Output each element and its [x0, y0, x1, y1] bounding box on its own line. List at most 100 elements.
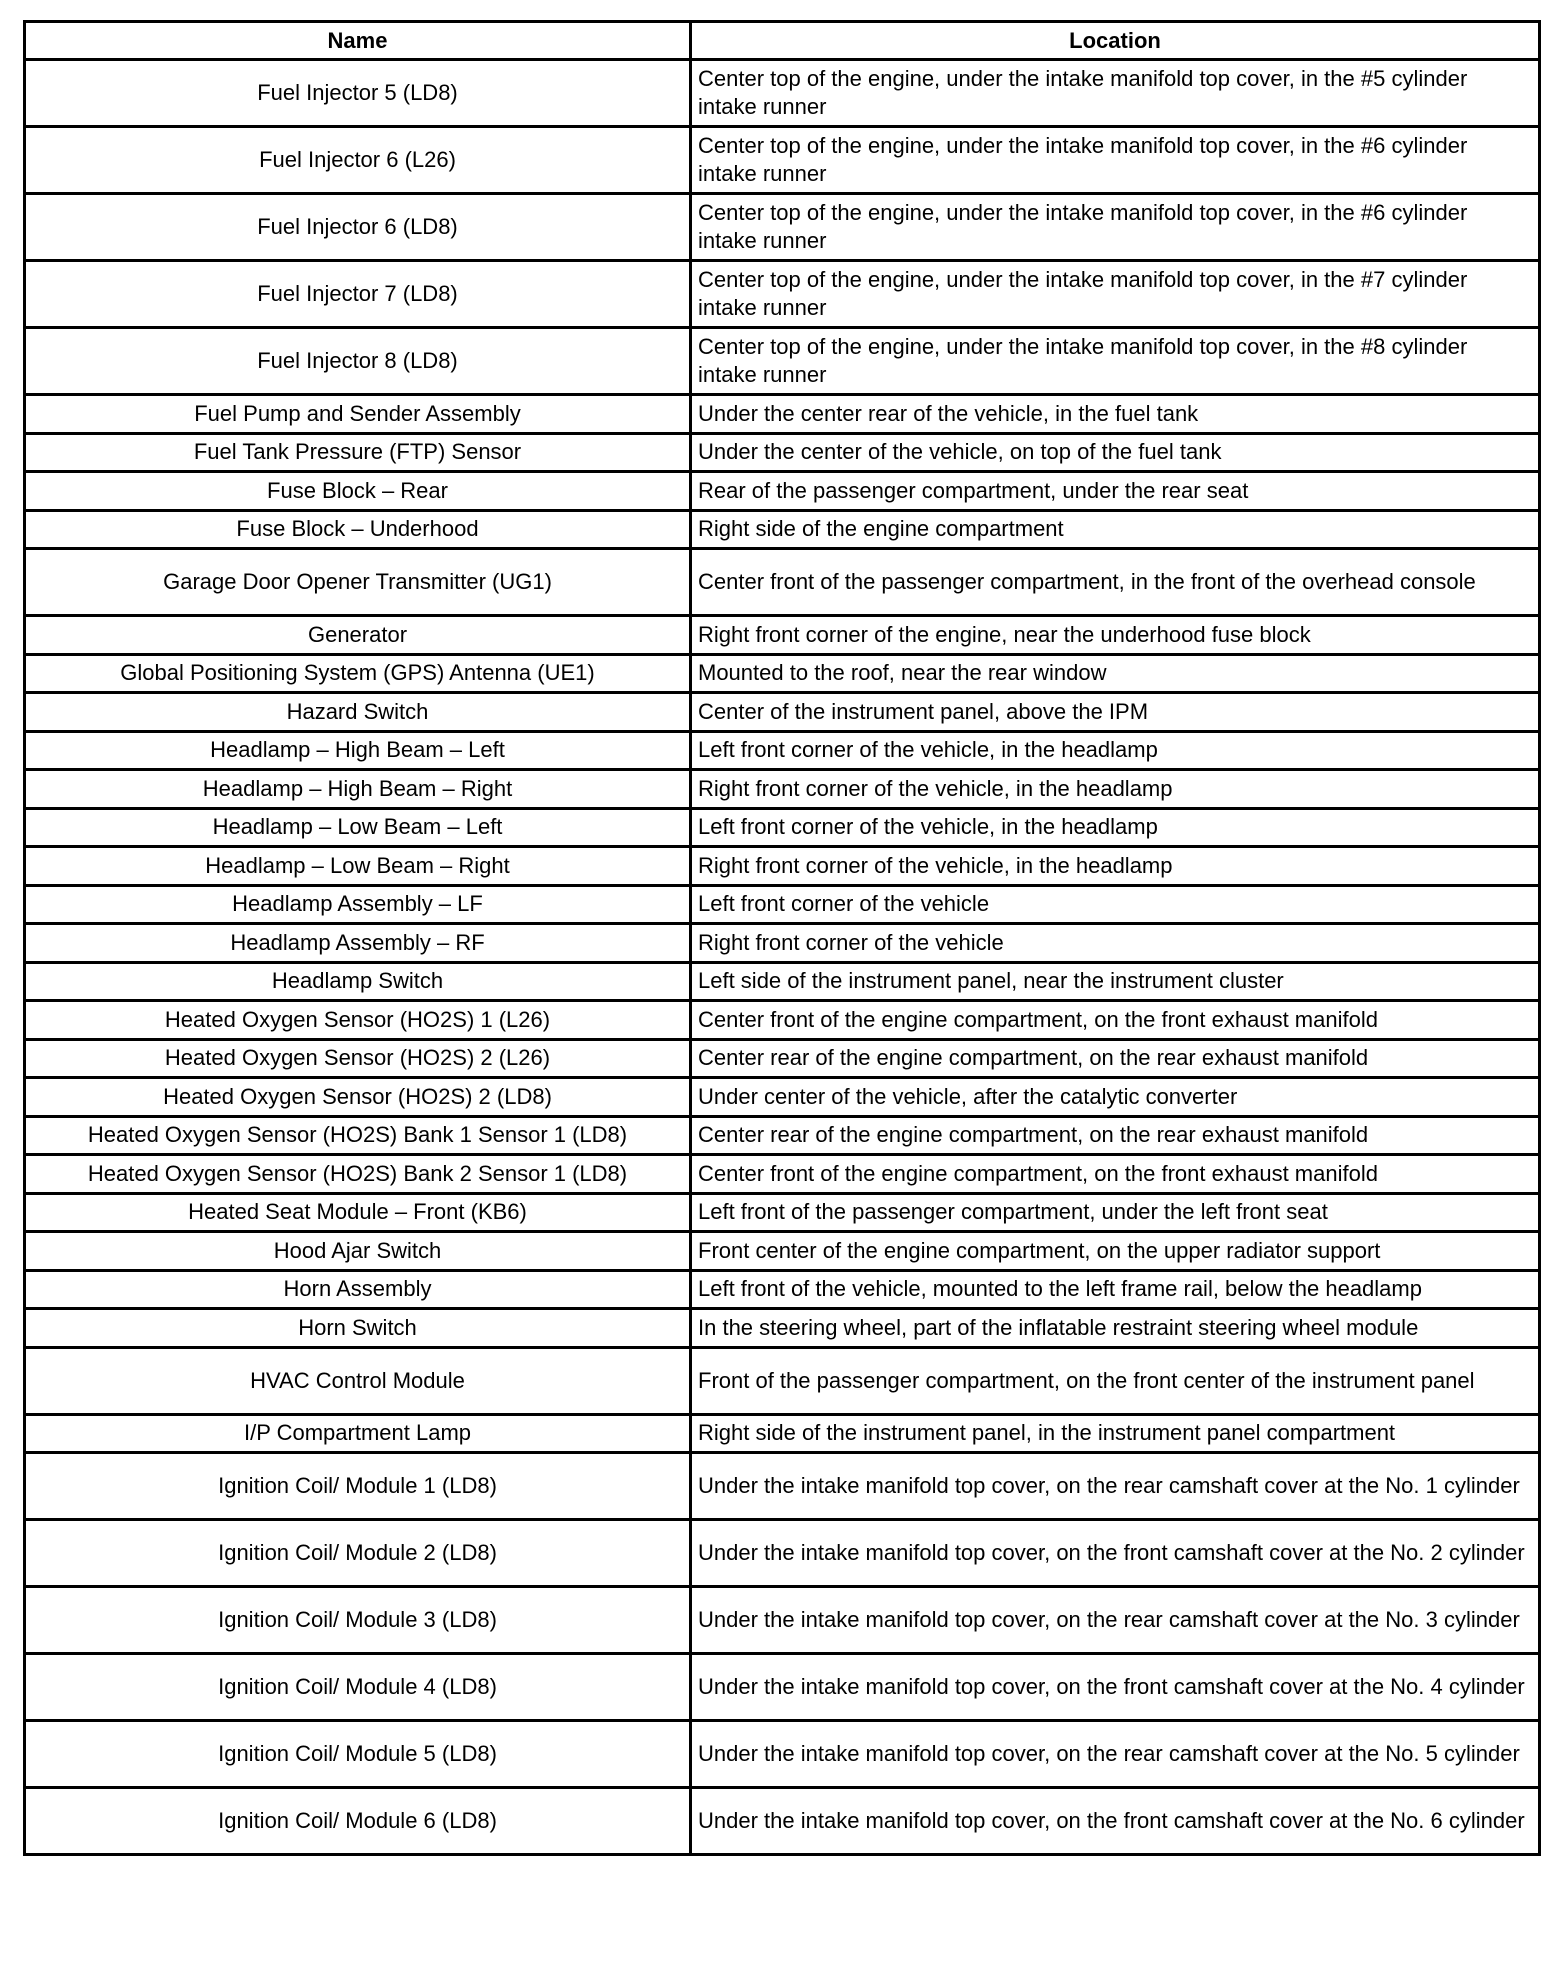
cell-name: Heated Oxygen Sensor (HO2S) Bank 2 Senso…: [23, 1153, 692, 1195]
table-row: Headlamp Assembly – RF Right front corner…: [23, 922, 1541, 964]
table-row: Ignition Coil/ Module 5 (LD8) Under the i…: [23, 1719, 1541, 1789]
cell-name: Headlamp – High Beam – Left: [23, 729, 692, 771]
cell-location: Center top of the engine, under the inta…: [689, 259, 1541, 329]
table-row: Fuel Pump and Sender Assembly Under the c…: [23, 393, 1541, 435]
cell-name: HVAC Control Module: [23, 1345, 692, 1416]
cell-name: Fuel Pump and Sender Assembly: [23, 393, 692, 435]
cell-name: Headlamp Assembly – LF: [23, 883, 692, 925]
cell-name: Heated Oxygen Sensor (HO2S) 2 (LD8): [23, 1076, 692, 1118]
cell-name: Generator: [23, 614, 692, 656]
table-row: Fuel Tank Pressure (FTP) Sensor Under the…: [23, 431, 1541, 473]
cell-location: Under the intake manifold top cover, on …: [689, 1786, 1541, 1856]
cell-location: Center front of the engine compartment, …: [689, 999, 1541, 1041]
cell-name: Fuel Injector 5 (LD8): [23, 58, 692, 128]
cell-name: Headlamp Switch: [23, 960, 692, 1002]
table-row: Ignition Coil/ Module 1 (LD8) Under the i…: [23, 1451, 1541, 1521]
cell-location: Left side of the instrument panel, near …: [689, 960, 1541, 1002]
table-row: Generator Right front corner of the engin…: [23, 614, 1541, 656]
table-row: Heated Seat Module – Front (KB6) Left fro…: [23, 1191, 1541, 1233]
table-row: Headlamp Switch Left side of the instrume…: [23, 960, 1541, 1002]
table-row: Ignition Coil/ Module 4 (LD8) Under the i…: [23, 1652, 1541, 1722]
cell-location: Left front corner of the vehicle, in the…: [689, 806, 1541, 848]
cell-name: Ignition Coil/ Module 2 (LD8): [23, 1518, 692, 1588]
cell-name: Global Positioning System (GPS) Antenna …: [23, 652, 692, 694]
cell-name: Headlamp – Low Beam – Left: [23, 806, 692, 848]
cell-location: Under the intake manifold top cover, on …: [689, 1652, 1541, 1722]
cell-location: Center top of the engine, under the inta…: [689, 326, 1541, 396]
table-row: Headlamp – Low Beam – Left Left front cor…: [23, 806, 1541, 848]
table-row: Horn Assembly Left front of the vehicle, …: [23, 1268, 1541, 1310]
table-row: Garage Door Opener Transmitter (UG1) Cent…: [23, 547, 1541, 617]
table-row: Hood Ajar Switch Front center of the engi…: [23, 1230, 1541, 1272]
cell-name: Heated Oxygen Sensor (HO2S) 1 (L26): [23, 999, 692, 1041]
cell-location: Under the intake manifold top cover, on …: [689, 1518, 1541, 1588]
table-row: Heated Oxygen Sensor (HO2S) 1 (L26) Cente…: [23, 999, 1541, 1041]
cell-location: Under the center rear of the vehicle, in…: [689, 393, 1541, 435]
table-row: HVAC Control Module Front of the passenge…: [23, 1345, 1541, 1416]
cell-name: Fuel Injector 6 (LD8): [23, 192, 692, 262]
header-location: Location: [689, 20, 1541, 61]
cell-location: Right side of the instrument panel, in t…: [689, 1412, 1541, 1454]
table-row: Fuel Injector 6 (L26) Center top of the e…: [23, 125, 1541, 195]
cell-location: Center rear of the engine compartment, o…: [689, 1037, 1541, 1079]
cell-name: Hood Ajar Switch: [23, 1230, 692, 1272]
component-location-table: Name Location Fuel Injector 5 (LD8) Cente…: [23, 20, 1541, 1856]
cell-location: Center of the instrument panel, above th…: [689, 691, 1541, 733]
cell-name: Garage Door Opener Transmitter (UG1): [23, 547, 692, 617]
cell-name: I/P Compartment Lamp: [23, 1412, 692, 1454]
table-row: Hazard Switch Center of the instrument pa…: [23, 691, 1541, 733]
cell-location: Left front corner of the vehicle, in the…: [689, 729, 1541, 771]
cell-location: Center top of the engine, under the inta…: [689, 125, 1541, 195]
table-row: Global Positioning System (GPS) Antenna …: [23, 652, 1541, 694]
table-row: Fuse Block – Underhood Right side of the …: [23, 508, 1541, 550]
cell-location: Right front corner of the engine, near t…: [689, 614, 1541, 656]
cell-location: Rear of the passenger compartment, under…: [689, 470, 1541, 512]
cell-location: Mounted to the roof, near the rear windo…: [689, 652, 1541, 694]
table-row: Headlamp Assembly – LF Left front corner …: [23, 883, 1541, 925]
cell-name: Headlamp – Low Beam – Right: [23, 845, 692, 887]
table-row: Heated Oxygen Sensor (HO2S) 2 (LD8) Under…: [23, 1076, 1541, 1118]
cell-location: Under the intake manifold top cover, on …: [689, 1451, 1541, 1521]
cell-location: Center rear of the engine compartment, o…: [689, 1114, 1541, 1156]
cell-location: Under the center of the vehicle, on top …: [689, 431, 1541, 473]
cell-location: Front of the passenger compartment, on t…: [689, 1345, 1541, 1416]
table-row: Headlamp – Low Beam – Right Right front c…: [23, 845, 1541, 887]
cell-location: Front center of the engine compartment, …: [689, 1230, 1541, 1272]
table-row: Fuel Injector 7 (LD8) Center top of the e…: [23, 259, 1541, 329]
cell-name: Ignition Coil/ Module 6 (LD8): [23, 1786, 692, 1856]
cell-location: Right front corner of the vehicle, in th…: [689, 768, 1541, 810]
table-row: Ignition Coil/ Module 6 (LD8) Under the i…: [23, 1786, 1541, 1856]
cell-name: Headlamp – High Beam – Right: [23, 768, 692, 810]
cell-name: Fuel Injector 8 (LD8): [23, 326, 692, 396]
cell-location: Left front of the vehicle, mounted to th…: [689, 1268, 1541, 1310]
table-row: I/P Compartment Lamp Right side of the in…: [23, 1412, 1541, 1454]
table-row: Heated Oxygen Sensor (HO2S) 2 (L26) Cente…: [23, 1037, 1541, 1079]
table-row: Fuel Injector 6 (LD8) Center top of the e…: [23, 192, 1541, 262]
table-row: Heated Oxygen Sensor (HO2S) Bank 1 Senso…: [23, 1114, 1541, 1156]
cell-name: Ignition Coil/ Module 1 (LD8): [23, 1451, 692, 1521]
cell-name: Hazard Switch: [23, 691, 692, 733]
cell-location: In the steering wheel, part of the infla…: [689, 1307, 1541, 1349]
cell-location: Center front of the passenger compartmen…: [689, 547, 1541, 617]
cell-location: Left front corner of the vehicle: [689, 883, 1541, 925]
cell-location: Center front of the engine compartment, …: [689, 1153, 1541, 1195]
cell-name: Ignition Coil/ Module 4 (LD8): [23, 1652, 692, 1722]
table-row: Heated Oxygen Sensor (HO2S) Bank 2 Senso…: [23, 1153, 1541, 1195]
cell-name: Horn Switch: [23, 1307, 692, 1349]
cell-location: Under center of the vehicle, after the c…: [689, 1076, 1541, 1118]
cell-name: Fuel Injector 7 (LD8): [23, 259, 692, 329]
cell-name: Fuel Injector 6 (L26): [23, 125, 692, 195]
header-name: Name: [23, 20, 692, 61]
cell-name: Heated Oxygen Sensor (HO2S) Bank 1 Senso…: [23, 1114, 692, 1156]
cell-name: Horn Assembly: [23, 1268, 692, 1310]
header-row: Name Location: [23, 20, 1541, 61]
cell-location: Center top of the engine, under the inta…: [689, 192, 1541, 262]
cell-name: Ignition Coil/ Module 5 (LD8): [23, 1719, 692, 1789]
cell-location: Under the intake manifold top cover, on …: [689, 1585, 1541, 1655]
table-row: Horn Switch In the steering wheel, part o…: [23, 1307, 1541, 1349]
cell-location: Right front corner of the vehicle, in th…: [689, 845, 1541, 887]
cell-location: Left front of the passenger compartment,…: [689, 1191, 1541, 1233]
table-row: Fuse Block – Rear Rear of the passenger c…: [23, 470, 1541, 512]
table-row: Ignition Coil/ Module 2 (LD8) Under the i…: [23, 1518, 1541, 1588]
cell-name: Fuse Block – Rear: [23, 470, 692, 512]
